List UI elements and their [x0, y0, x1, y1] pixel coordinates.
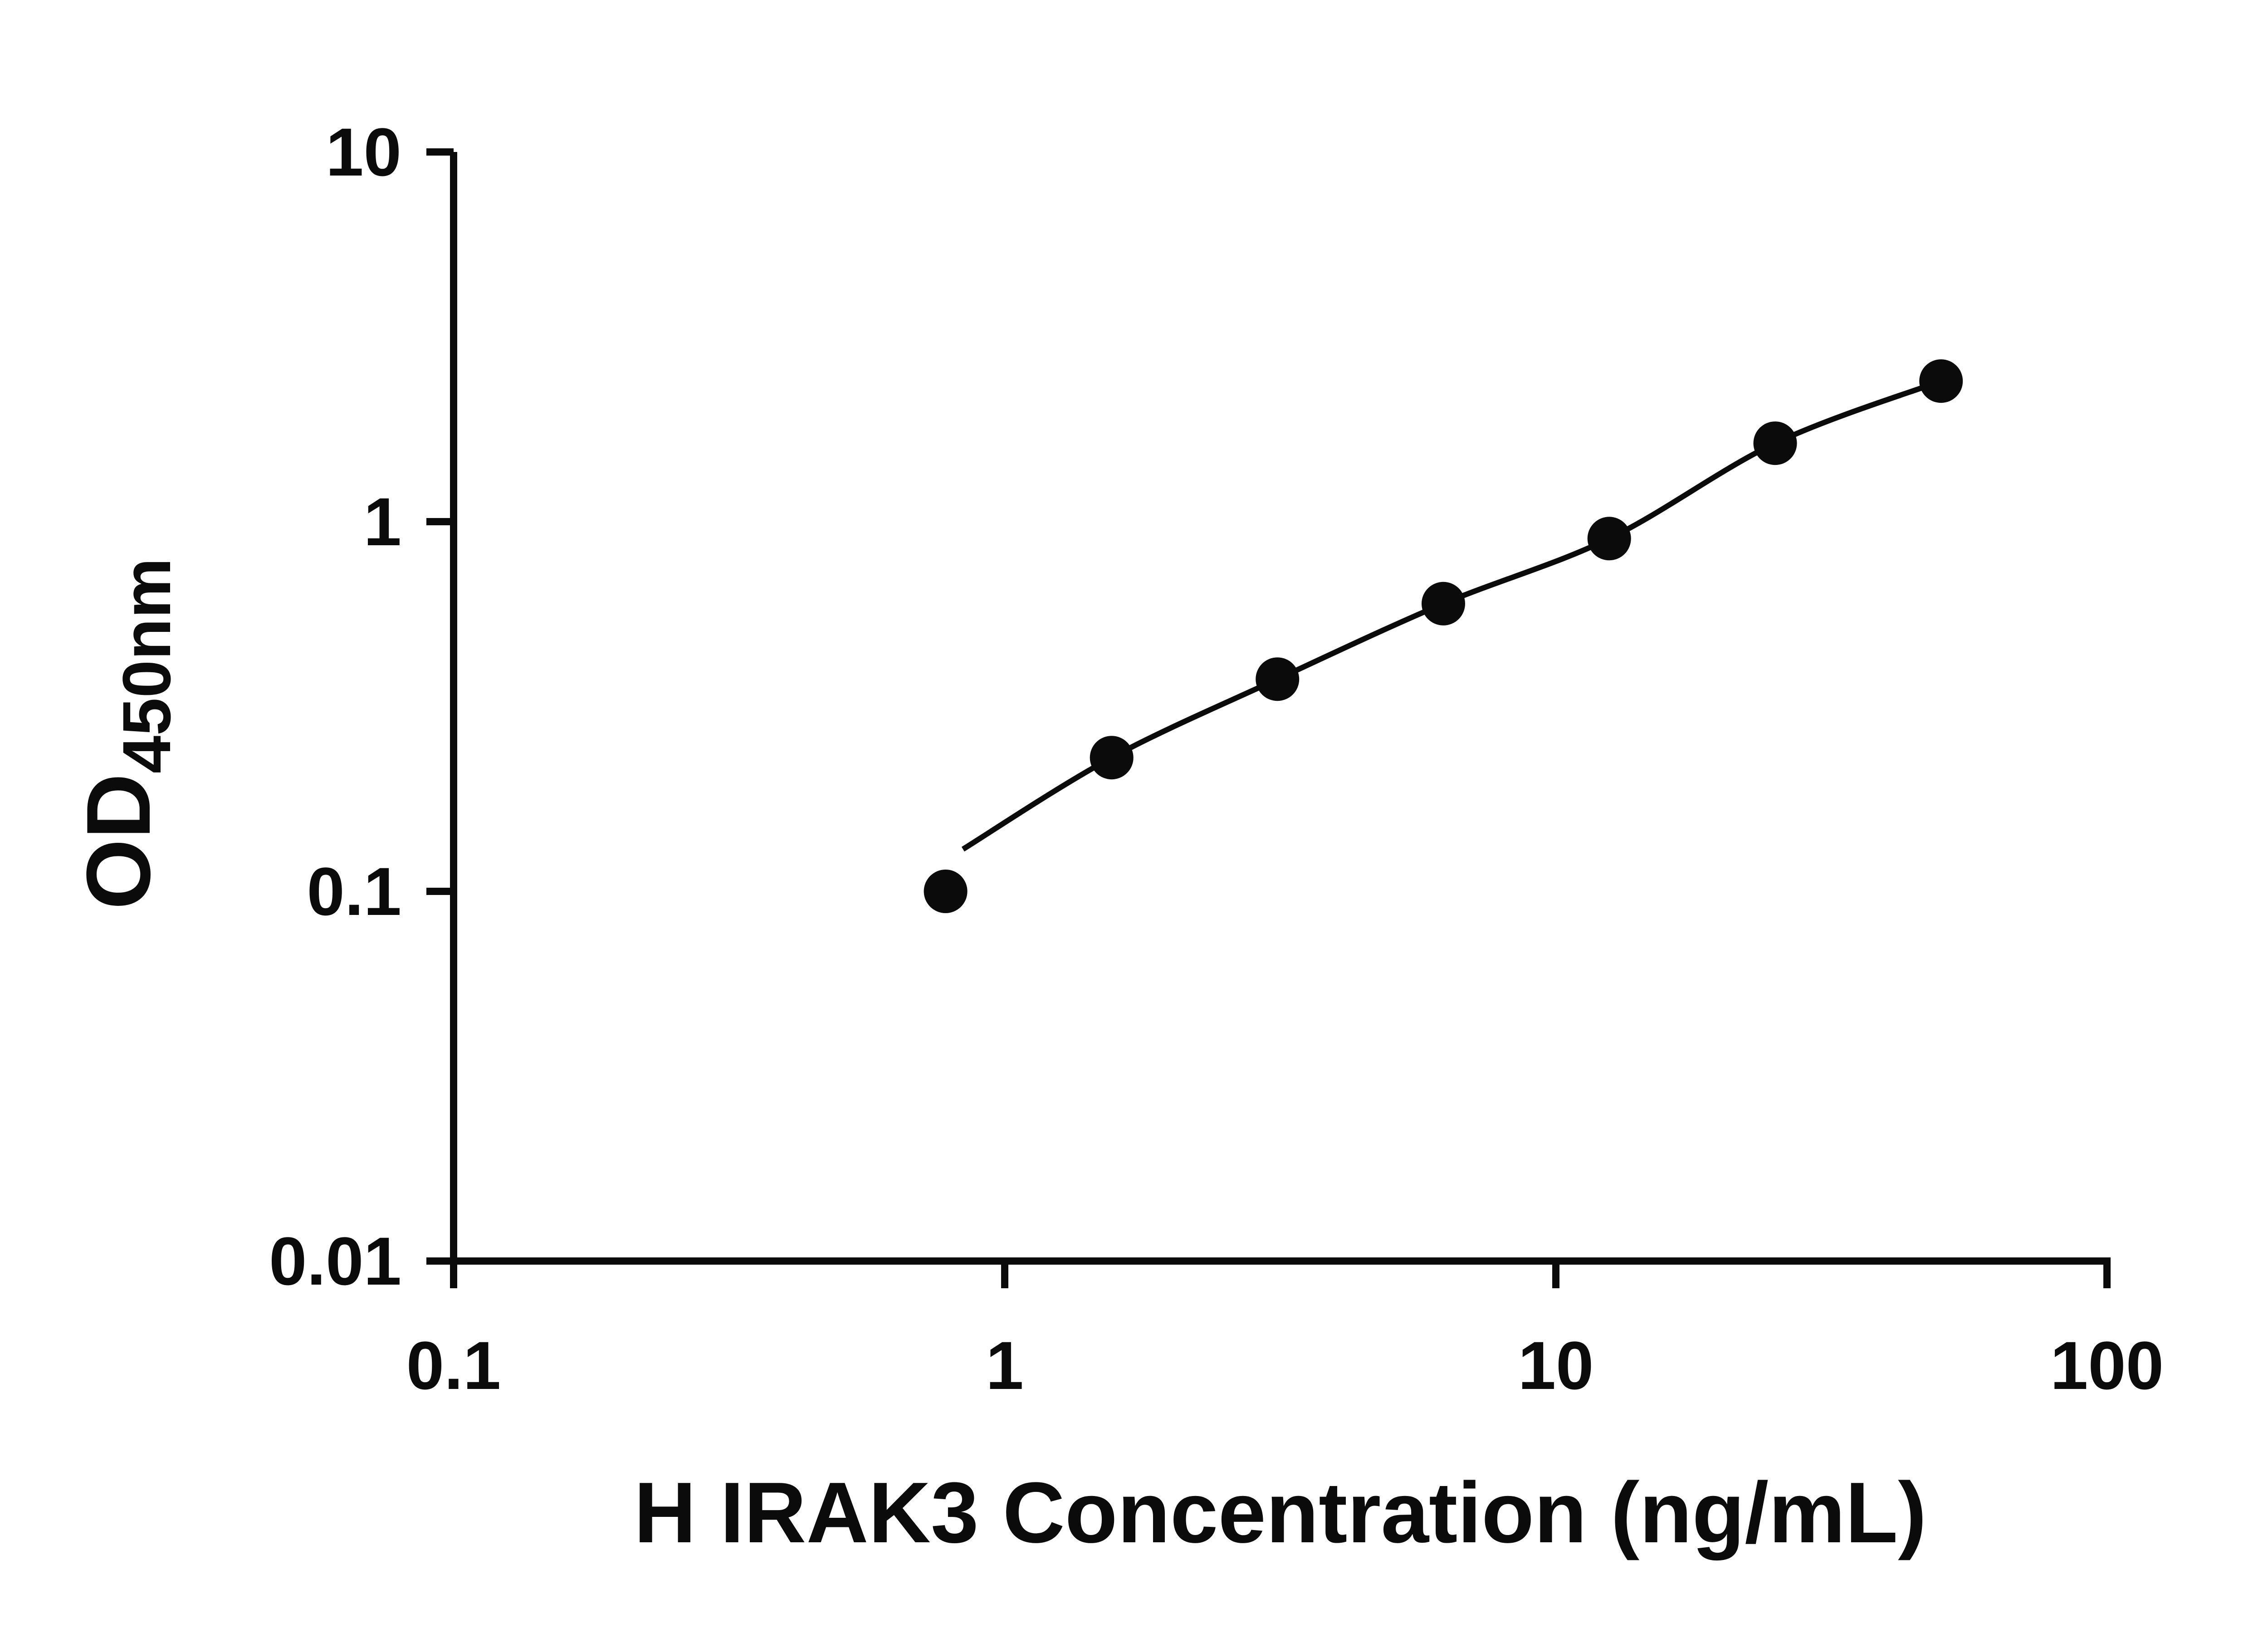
data-point [1919, 359, 1963, 403]
x-tick-label: 10 [1518, 1327, 1594, 1403]
y-tick-label: 10 [326, 114, 401, 190]
data-point [1422, 582, 1465, 626]
data-point [1090, 736, 1134, 780]
data-point [1256, 657, 1300, 701]
y-tick-label: 0.1 [307, 853, 401, 929]
y-tick-label: 1 [364, 484, 401, 560]
x-tick-label: 1 [986, 1327, 1023, 1403]
data-point [1587, 517, 1631, 561]
y-axis-title-main: OD [68, 773, 169, 909]
x-axis-title: H IRAK3 Concentration (ng/mL) [634, 1465, 1927, 1561]
x-tick-label: 0.1 [406, 1327, 501, 1403]
y-axis-title-subscript: 450nm [108, 558, 185, 773]
y-tick-label: 0.01 [269, 1223, 401, 1299]
data-point [1753, 421, 1797, 465]
data-point [924, 870, 968, 913]
y-axis-title: OD450nm [68, 558, 185, 909]
x-tick-label: 100 [2050, 1327, 2164, 1403]
